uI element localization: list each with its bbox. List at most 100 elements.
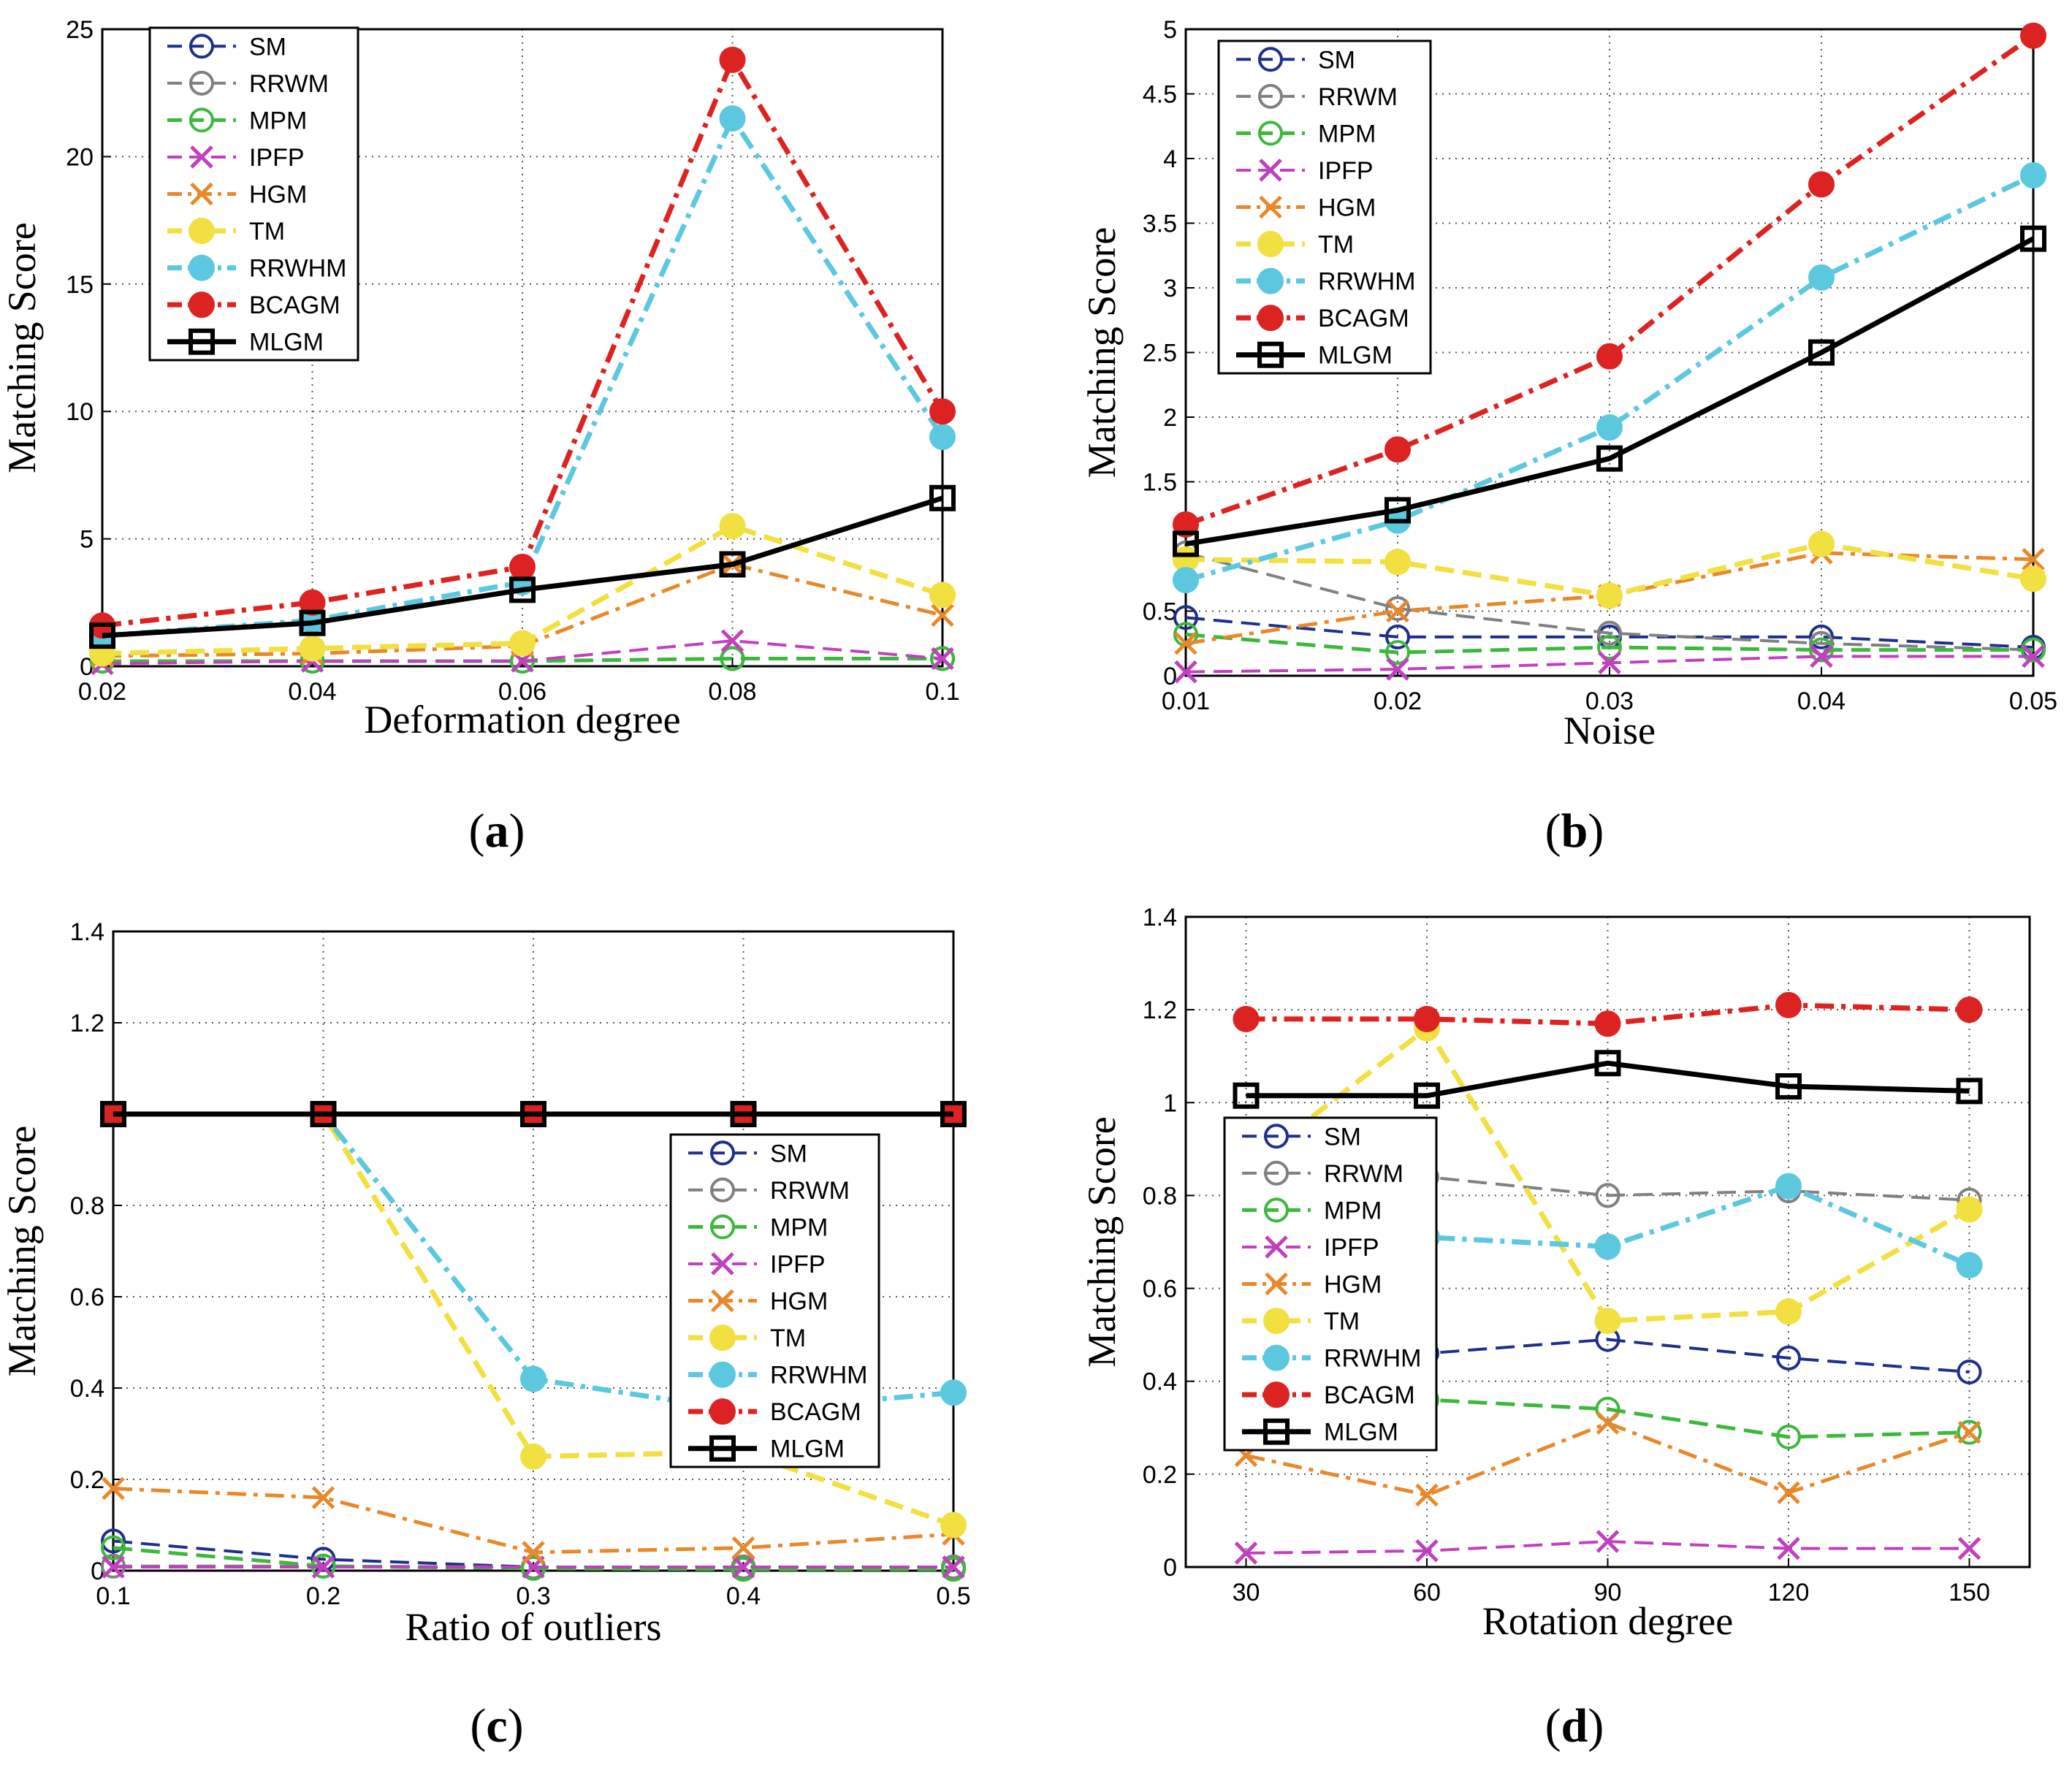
legend-marker-sm bbox=[1264, 1124, 1289, 1149]
data-point-sm bbox=[311, 1547, 336, 1572]
data-point-bcagm bbox=[1956, 996, 1983, 1023]
legend-label-ipfp: IPFP bbox=[1318, 157, 1374, 185]
legend-marker-bcagm bbox=[1263, 1381, 1290, 1408]
x-tick-label: 90 bbox=[1594, 1579, 1622, 1606]
legend-label-ipfp: IPFP bbox=[770, 1251, 826, 1278]
chart-panel-d: 30 60 90 120 150 0 0.2 0.4 0.6 0.8 1 1.2 1.4 Rotation… bbox=[1036, 891, 2072, 1673]
data-point-bcagm bbox=[1384, 436, 1411, 463]
legend-marker-rrwm bbox=[710, 1177, 735, 1202]
legend-label-bcagm: BCAGM bbox=[770, 1398, 861, 1426]
series-line-mlgm bbox=[102, 495, 944, 638]
legend-marker-sm bbox=[710, 1140, 735, 1166]
data-point-mlgm bbox=[929, 484, 956, 511]
data-point-mpm bbox=[731, 1557, 756, 1582]
data-point-hgm bbox=[1596, 1411, 1620, 1435]
y-tick-label: 10 bbox=[66, 398, 94, 426]
data-point-rrwhm bbox=[719, 105, 746, 132]
x-tick-label: 0.03 bbox=[1585, 687, 1634, 715]
data-point-tm bbox=[1384, 549, 1411, 576]
legend-marker-ipfp bbox=[1265, 1235, 1288, 1259]
data-point-tm bbox=[940, 1512, 967, 1539]
data-point-mpm bbox=[941, 1557, 966, 1582]
y-tick-label: 3.5 bbox=[1143, 210, 1177, 238]
data-point-rrwhm bbox=[929, 424, 956, 451]
x-tick-label: 0.05 bbox=[2009, 687, 2057, 715]
y-tick-label: 0.6 bbox=[70, 1284, 104, 1311]
legend: SM RRWM MPM IPFP HGM TM RRWHM BCAGM MLGM bbox=[669, 1133, 880, 1468]
legend-box bbox=[669, 1133, 880, 1468]
data-point-hgm bbox=[311, 1486, 335, 1509]
data-point-rrwm bbox=[1385, 595, 1410, 621]
legend: SM RRWM MPM IPFP HGM TM RRWHM BCAGM MLGM bbox=[1223, 1116, 1438, 1452]
data-point-mpm bbox=[1809, 637, 1834, 663]
legend-marker-ipfp bbox=[190, 145, 213, 169]
legend-marker-rrwhm bbox=[1263, 1344, 1290, 1371]
data-point-tm bbox=[1594, 1308, 1621, 1335]
data-point-mpm bbox=[1597, 635, 1622, 660]
data-point-sm bbox=[1957, 1360, 1982, 1384]
legend-marker-tm bbox=[188, 218, 215, 245]
y-tick-label: 1 bbox=[1163, 1089, 1177, 1117]
legend-label-sm: SM bbox=[770, 1140, 807, 1167]
data-point-rrwhm bbox=[520, 1365, 546, 1392]
x-tick-label: 30 bbox=[1233, 1579, 1260, 1606]
legend-marker-sm bbox=[1258, 47, 1283, 72]
data-point-mlgm bbox=[1233, 1082, 1260, 1109]
data-point-ipfp bbox=[720, 629, 744, 652]
data-point-ipfp bbox=[311, 1555, 335, 1579]
legend-label-bcagm: BCAGM bbox=[1318, 305, 1409, 332]
data-point-bcagm bbox=[1414, 1005, 1440, 1032]
data-point-ipfp bbox=[102, 1555, 125, 1579]
legend-box bbox=[1217, 39, 1432, 375]
y-tick-label: 20 bbox=[66, 143, 94, 171]
data-point-bcagm bbox=[1173, 511, 1199, 538]
y-tick-label: 1.4 bbox=[70, 918, 104, 946]
legend-marker-hgm bbox=[711, 1289, 734, 1313]
y-tick-label: 1.2 bbox=[70, 1010, 104, 1037]
legend: SM RRWM MPM IPFP HGM TM RRWHM BCAGM MLGM bbox=[1217, 39, 1432, 375]
data-point-rrwm bbox=[1595, 1183, 1620, 1208]
legend-label-mlgm: MLGM bbox=[249, 329, 324, 357]
y-tick-label: 2.5 bbox=[1143, 340, 1177, 367]
series-group bbox=[1173, 22, 2046, 684]
legend-marker-mpm bbox=[1264, 1197, 1289, 1223]
legend-label-hgm: HGM bbox=[1318, 194, 1376, 222]
legend-label-rrwhm: RRWHM bbox=[249, 255, 346, 283]
data-point-mlgm bbox=[940, 1101, 967, 1127]
data-point-tm bbox=[1596, 582, 1623, 609]
data-point-mlgm bbox=[299, 609, 326, 636]
data-point-mlgm bbox=[509, 576, 536, 603]
legend-box bbox=[1223, 1116, 1438, 1452]
data-point-rrwhm bbox=[2020, 162, 2046, 189]
y-axis-title: Matching Score bbox=[1080, 1116, 1124, 1367]
data-point-mlgm bbox=[1596, 445, 1623, 472]
data-point-mlgm bbox=[1414, 1082, 1440, 1109]
y-axis-title: Matching Score bbox=[0, 1126, 44, 1376]
x-tick-label: 0.2 bbox=[306, 1582, 340, 1610]
caption-d: (d) bbox=[1545, 1699, 1604, 1753]
data-point-mlgm bbox=[1808, 339, 1835, 366]
x-tick-label: 150 bbox=[1949, 1579, 1990, 1606]
y-tick-label: 25 bbox=[66, 16, 94, 44]
caption-b: (b) bbox=[1545, 804, 1604, 858]
legend-box bbox=[148, 26, 359, 362]
legend-marker-mpm bbox=[1258, 121, 1283, 146]
data-point-mlgm bbox=[719, 551, 746, 578]
y-tick-label: 0.8 bbox=[1143, 1182, 1177, 1210]
data-point-hgm bbox=[1957, 1420, 1981, 1444]
legend-marker-rrwm bbox=[1264, 1160, 1289, 1186]
y-tick-label: 0.6 bbox=[1143, 1276, 1177, 1303]
series-line-bcagm bbox=[1246, 1002, 1970, 1026]
legend-label-mpm: MPM bbox=[1318, 120, 1376, 148]
y-tick-label: 0.2 bbox=[70, 1466, 104, 1494]
data-point-ipfp bbox=[942, 1555, 965, 1579]
data-point-tm bbox=[719, 513, 746, 540]
y-tick-label: 0.4 bbox=[1143, 1368, 1177, 1396]
data-point-ipfp bbox=[1174, 660, 1197, 684]
data-point-mlgm bbox=[730, 1101, 757, 1127]
legend-marker-mlgm bbox=[1263, 1418, 1290, 1445]
data-point-bcagm bbox=[929, 398, 956, 425]
x-tick-label: 0.1 bbox=[96, 1582, 130, 1610]
data-point-tm bbox=[520, 1443, 546, 1470]
data-point-tm bbox=[1808, 530, 1835, 557]
